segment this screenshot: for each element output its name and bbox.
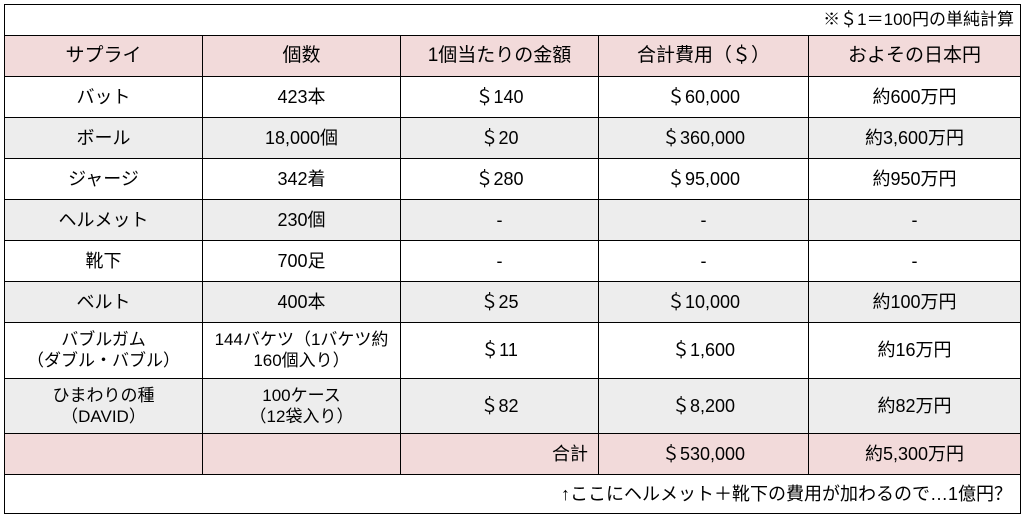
- cell-supply: ひまわりの種（DAVID）: [5, 378, 203, 434]
- col-unit-price: 1個当たりの金額: [401, 36, 599, 77]
- supply-cost-table: ※＄1＝100円の単純計算 サプライ 個数 1個当たりの金額 合計費用（＄） お…: [4, 4, 1021, 514]
- cell-qty: 100ケース（12袋入り）: [203, 378, 401, 434]
- cell-unit: -: [401, 200, 599, 241]
- exchange-rate-note: ※＄1＝100円の単純計算: [5, 5, 1021, 36]
- cell-total: -: [599, 200, 809, 241]
- cell-jpy: -: [809, 200, 1021, 241]
- table-caption-row: ※＄1＝100円の単純計算: [5, 5, 1021, 36]
- col-qty: 個数: [203, 36, 401, 77]
- subtotal-jpy: 約5,300万円: [809, 434, 1021, 475]
- cell-jpy: 約950万円: [809, 159, 1021, 200]
- cell-supply: バブルガム（ダブル・バブル）: [5, 323, 203, 379]
- cell-qty: 342着: [203, 159, 401, 200]
- footnote-text: ↑ここにヘルメット＋靴下の費用が加わるので…1億円？: [5, 475, 1021, 514]
- cell-jpy: 約600万円: [809, 77, 1021, 118]
- cell-total: ＄360,000: [599, 118, 809, 159]
- subtotal-blank: [203, 434, 401, 475]
- cell-jpy: -: [809, 241, 1021, 282]
- cell-unit: ＄25: [401, 282, 599, 323]
- cell-unit: ＄11: [401, 323, 599, 379]
- cell-jpy: 約82万円: [809, 378, 1021, 434]
- cell-unit: ＄82: [401, 378, 599, 434]
- cell-supply: バット: [5, 77, 203, 118]
- subtotal-blank: [5, 434, 203, 475]
- cell-total: ＄60,000: [599, 77, 809, 118]
- table-row: ヘルメット 230個 - - -: [5, 200, 1021, 241]
- cell-total: ＄8,200: [599, 378, 809, 434]
- cell-total: ＄95,000: [599, 159, 809, 200]
- table-row: バブルガム（ダブル・バブル） 144バケツ（1バケツ約160個入り） ＄11 ＄…: [5, 323, 1021, 379]
- table-row: ベルト 400本 ＄25 ＄10,000 約100万円: [5, 282, 1021, 323]
- table-row: 靴下 700足 - - -: [5, 241, 1021, 282]
- cell-supply: 靴下: [5, 241, 203, 282]
- table-row: ひまわりの種（DAVID） 100ケース（12袋入り） ＄82 ＄8,200 約…: [5, 378, 1021, 434]
- table-header-row: サプライ 個数 1個当たりの金額 合計費用（＄） およその日本円: [5, 36, 1021, 77]
- cell-total: -: [599, 241, 809, 282]
- cell-jpy: 約16万円: [809, 323, 1021, 379]
- col-supply: サプライ: [5, 36, 203, 77]
- cell-jpy: 約3,600万円: [809, 118, 1021, 159]
- cell-qty: 18,000個: [203, 118, 401, 159]
- subtotal-label: 合計: [401, 434, 599, 475]
- table-row: ジャージ 342着 ＄280 ＄95,000 約950万円: [5, 159, 1021, 200]
- cell-qty: 700足: [203, 241, 401, 282]
- table-row: バット 423本 ＄140 ＄60,000 約600万円: [5, 77, 1021, 118]
- subtotal-total-usd: ＄530,000: [599, 434, 809, 475]
- col-total-usd: 合計費用（＄）: [599, 36, 809, 77]
- cell-qty: 230個: [203, 200, 401, 241]
- subtotal-row: 合計 ＄530,000 約5,300万円: [5, 434, 1021, 475]
- footnote-row: ↑ここにヘルメット＋靴下の費用が加わるので…1億円？: [5, 475, 1021, 514]
- cell-supply: ボール: [5, 118, 203, 159]
- cell-supply: ジャージ: [5, 159, 203, 200]
- cell-total: ＄1,600: [599, 323, 809, 379]
- table-row: ボール 18,000個 ＄20 ＄360,000 約3,600万円: [5, 118, 1021, 159]
- cell-supply: ベルト: [5, 282, 203, 323]
- cell-supply: ヘルメット: [5, 200, 203, 241]
- cell-qty: 423本: [203, 77, 401, 118]
- cell-jpy: 約100万円: [809, 282, 1021, 323]
- cell-unit: ＄20: [401, 118, 599, 159]
- cell-unit: -: [401, 241, 599, 282]
- cell-total: ＄10,000: [599, 282, 809, 323]
- cell-qty: 144バケツ（1バケツ約160個入り）: [203, 323, 401, 379]
- cell-unit: ＄280: [401, 159, 599, 200]
- col-approx-jpy: およその日本円: [809, 36, 1021, 77]
- cell-unit: ＄140: [401, 77, 599, 118]
- cell-qty: 400本: [203, 282, 401, 323]
